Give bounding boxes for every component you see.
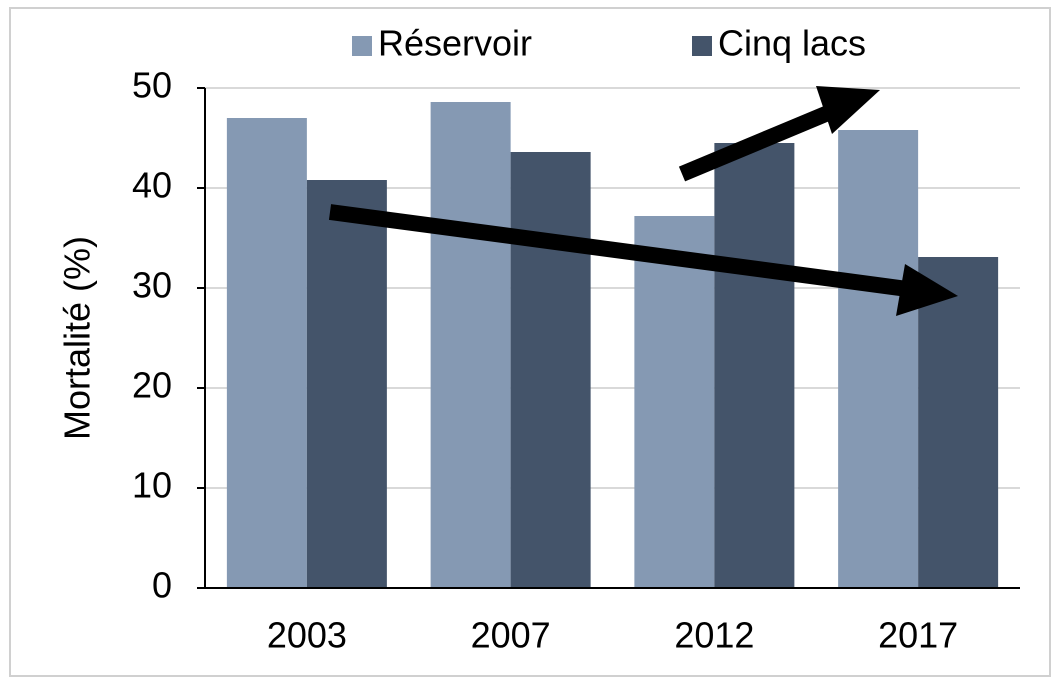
y-tick-label: 40 [132,165,172,206]
bar [226,118,307,588]
legend-label: Cinq lacs [718,23,866,64]
legend-swatch [692,36,712,56]
x-tick-label: 2007 [471,615,551,656]
bar [918,257,999,588]
bar [306,180,387,588]
y-tick-label: 20 [132,365,172,406]
arrow-head [816,86,880,134]
frame [9,7,1051,677]
y-tick-label: 0 [152,565,172,606]
y-tick-label: 50 [132,65,172,106]
x-tick-label: 2017 [878,615,958,656]
y-tick-label: 30 [132,265,172,306]
x-tick-label: 2012 [674,615,754,656]
plot-area: 0 10 20 30 40 50 2003 2007 2012 2017 [132,65,1020,656]
bar [430,102,511,588]
arrow-shaft [678,100,844,182]
bar [510,152,591,588]
trend-arrows [328,86,958,316]
x-tick-label: 2003 [267,615,347,656]
arrow-shaft [328,204,917,298]
legend-swatch [352,36,372,56]
bar [838,130,919,588]
y-axis-label: Mortalité (%) [57,236,98,440]
arrow-head [896,264,958,316]
bar [634,216,715,588]
y-tick-label: 10 [132,465,172,506]
legend-label: Réservoir [378,23,532,64]
bar [714,143,795,588]
